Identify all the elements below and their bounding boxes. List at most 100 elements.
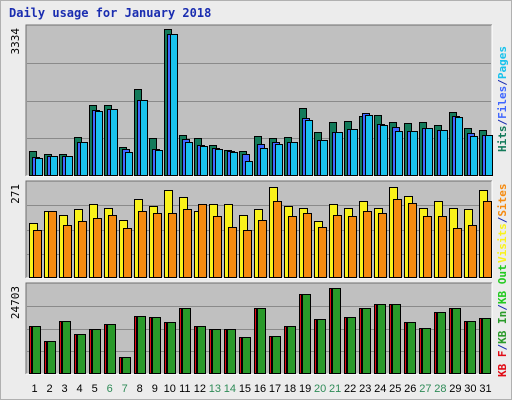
x-axis-day-label: 30 bbox=[464, 383, 476, 395]
x-axis-day-label: 10 bbox=[164, 383, 176, 395]
x-axis-day-label: 18 bbox=[284, 383, 296, 395]
bar-kb-out bbox=[77, 334, 86, 374]
legend-visits-panel: Visits/Sites bbox=[496, 184, 509, 264]
bar-kb-out bbox=[377, 304, 386, 374]
bar-kb-out bbox=[347, 317, 356, 374]
bar-kb-out bbox=[242, 337, 251, 374]
bar-kb-out bbox=[287, 326, 296, 374]
x-axis-day-label: 17 bbox=[269, 383, 281, 395]
y-axis-max-label: 24703 bbox=[9, 286, 22, 319]
bar-kb-out bbox=[137, 316, 146, 374]
bar-sites bbox=[63, 225, 72, 278]
bar-pages bbox=[350, 129, 358, 176]
bar-pages bbox=[290, 142, 298, 176]
bar-sites bbox=[363, 211, 372, 278]
bar-pages bbox=[410, 131, 418, 176]
bar-pages bbox=[215, 149, 223, 176]
x-axis-day-label: 24 bbox=[374, 383, 386, 395]
bar-pages bbox=[110, 109, 118, 176]
bar-kb-out bbox=[467, 321, 476, 374]
bar-sites bbox=[453, 228, 462, 278]
bar-sites bbox=[468, 225, 477, 278]
bar-pages bbox=[380, 125, 388, 176]
bar-pages bbox=[200, 146, 208, 176]
legend-item: / bbox=[496, 119, 509, 126]
bar-pages bbox=[485, 135, 493, 176]
bar-sites bbox=[378, 213, 387, 278]
bar-sites bbox=[48, 211, 57, 278]
x-axis-day-label: 29 bbox=[449, 383, 461, 395]
bar-kb-out bbox=[62, 321, 71, 374]
x-axis-day-label: 20 bbox=[314, 383, 326, 395]
legend-item: KB In bbox=[496, 311, 509, 344]
bar-pages bbox=[440, 130, 448, 176]
bar-pages bbox=[470, 136, 478, 176]
bar-pages bbox=[320, 140, 328, 176]
x-axis-day-label: 26 bbox=[404, 383, 416, 395]
x-axis-day-label: 14 bbox=[224, 383, 236, 395]
chart-title: Daily usage for January 2018 bbox=[9, 6, 212, 20]
bar-kb-out bbox=[302, 294, 311, 374]
bar-pages bbox=[455, 117, 463, 176]
bar-pages bbox=[425, 128, 433, 176]
bar-pages bbox=[80, 142, 88, 176]
x-axis-day-label: 6 bbox=[107, 383, 113, 395]
bar-pages bbox=[365, 115, 373, 176]
bar-kb-out bbox=[272, 336, 281, 374]
bar-pages bbox=[35, 158, 43, 176]
bar-pages bbox=[95, 111, 103, 176]
bar-pages bbox=[155, 150, 163, 176]
legend-item: Files bbox=[496, 86, 509, 119]
bar-kb-out bbox=[47, 341, 56, 374]
panel-border-top bbox=[25, 282, 492, 374]
legend-item: Hits bbox=[496, 126, 509, 153]
bar-sites bbox=[288, 216, 297, 278]
x-axis-day-label: 1 bbox=[31, 383, 37, 395]
bar-sites bbox=[348, 216, 357, 278]
bar-kb-out bbox=[152, 317, 161, 374]
bar-sites bbox=[213, 216, 222, 278]
x-axis-day-label: 19 bbox=[299, 383, 311, 395]
bar-sites bbox=[168, 213, 177, 278]
bar-sites bbox=[108, 215, 117, 278]
legend-item: / bbox=[496, 304, 509, 311]
bar-sites bbox=[408, 203, 417, 278]
bar-pages bbox=[140, 100, 148, 176]
x-axis-day-label: 3 bbox=[62, 383, 68, 395]
bar-pages bbox=[260, 148, 268, 176]
x-axis-day-label: 5 bbox=[92, 383, 98, 395]
bar-kb-out bbox=[452, 308, 461, 374]
bar-sites bbox=[138, 211, 147, 278]
bar-sites bbox=[393, 199, 402, 278]
bar-sites bbox=[78, 221, 87, 278]
bar-sites bbox=[183, 209, 192, 278]
panel-border-top bbox=[25, 180, 492, 278]
bar-kb-out bbox=[197, 326, 206, 374]
x-axis-day-label: 12 bbox=[194, 383, 206, 395]
legend-kbytes-panel: KB F/KB In/KB Out bbox=[496, 264, 509, 377]
x-axis-day-label: 7 bbox=[122, 383, 128, 395]
bar-kb-out bbox=[362, 308, 371, 374]
bar-kb-out bbox=[227, 329, 236, 374]
bar-kb-out bbox=[257, 308, 266, 374]
x-axis-day-label: 23 bbox=[359, 383, 371, 395]
legend-item: KB Out bbox=[496, 264, 509, 304]
bar-pages bbox=[395, 131, 403, 176]
x-axis-day-label: 8 bbox=[137, 383, 143, 395]
bar-kb-out bbox=[167, 322, 176, 374]
legend-item: / bbox=[496, 216, 509, 223]
bar-kb-out bbox=[182, 308, 191, 374]
bar-sites bbox=[153, 213, 162, 278]
bar-kb-out bbox=[422, 328, 431, 374]
y-axis-max-label: 271 bbox=[9, 184, 22, 204]
bar-kb-out bbox=[212, 329, 221, 374]
bar-kb-out bbox=[437, 312, 446, 374]
x-axis-day-label: 11 bbox=[179, 383, 190, 395]
bar-sites bbox=[483, 201, 492, 278]
bar-kb-out bbox=[392, 304, 401, 374]
legend-hits-panel: Hits/Files/Pages bbox=[496, 46, 509, 152]
bar-pages bbox=[245, 161, 253, 176]
x-axis-day-label: 21 bbox=[329, 383, 341, 395]
x-axis-day-label: 28 bbox=[434, 383, 446, 395]
